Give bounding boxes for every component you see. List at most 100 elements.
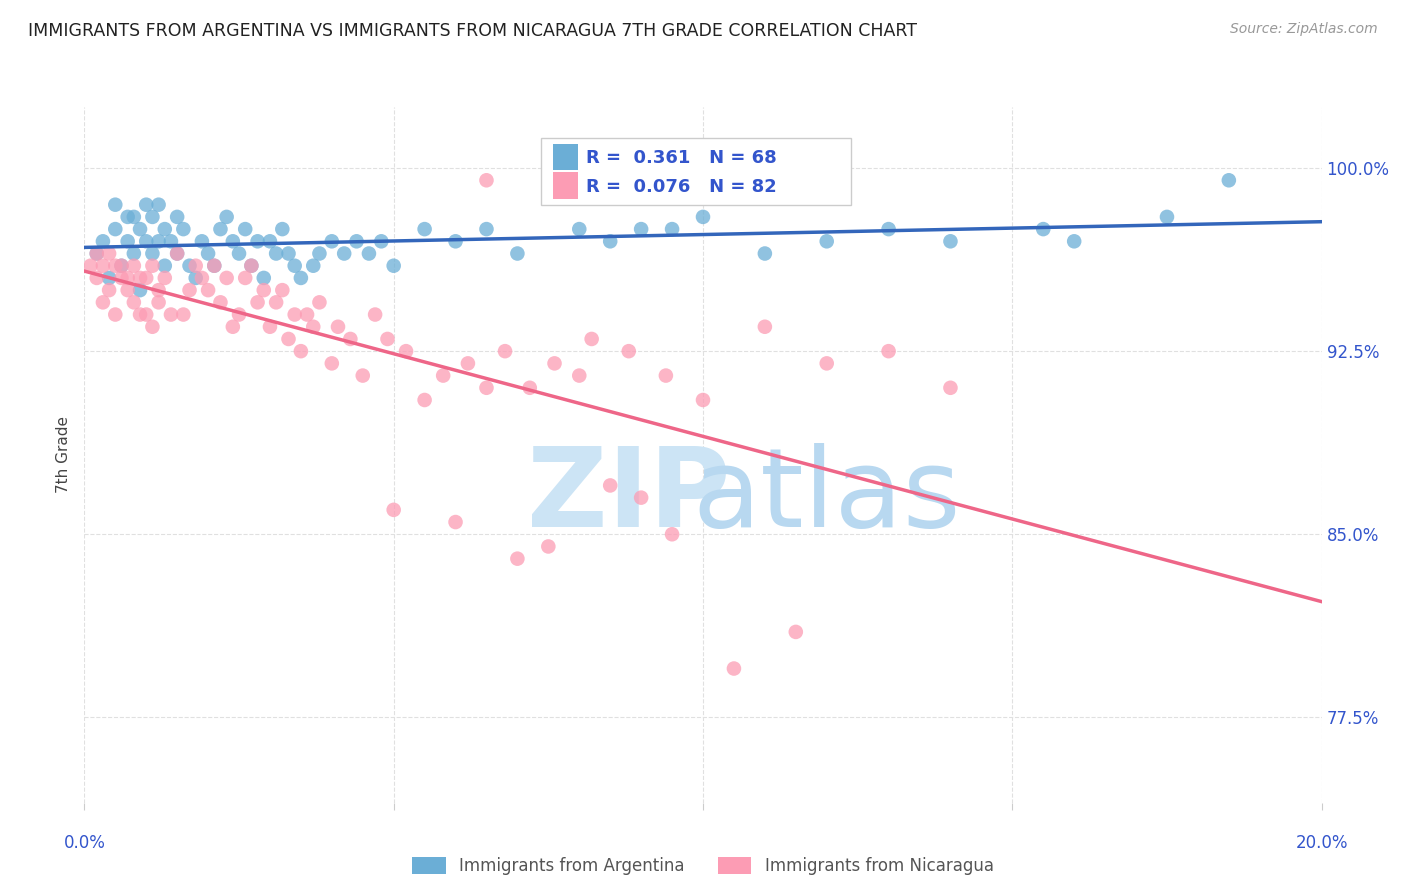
Point: [321, 235, 343, 249]
Point: [240, 259, 263, 273]
Point: [172, 308, 194, 322]
Point: [222, 319, 245, 334]
Point: [290, 344, 312, 359]
Point: [815, 235, 838, 249]
Point: [191, 271, 214, 285]
Point: [284, 259, 307, 273]
Point: [264, 295, 287, 310]
Point: [370, 235, 392, 249]
Point: [166, 210, 188, 224]
Point: [86, 271, 108, 285]
Point: [290, 271, 312, 285]
Point: [104, 197, 127, 211]
Point: [110, 271, 132, 285]
Point: [444, 235, 467, 249]
Point: [1063, 235, 1085, 249]
Point: [122, 210, 145, 224]
Point: [723, 661, 745, 675]
Point: [129, 271, 152, 285]
Point: [228, 246, 250, 260]
Point: [877, 222, 900, 236]
Point: [939, 381, 962, 395]
Text: IMMIGRANTS FROM ARGENTINA VS IMMIGRANTS FROM NICARAGUA 7TH GRADE CORRELATION CHA: IMMIGRANTS FROM ARGENTINA VS IMMIGRANTS …: [28, 22, 917, 40]
Point: [122, 246, 145, 260]
Point: [395, 344, 418, 359]
Point: [302, 259, 325, 273]
Point: [815, 356, 838, 370]
Point: [246, 295, 269, 310]
Point: [233, 271, 256, 285]
Point: [148, 197, 170, 211]
Point: [655, 368, 678, 383]
Point: [692, 392, 714, 407]
Point: [129, 222, 152, 236]
Point: [202, 259, 225, 273]
Point: [302, 319, 325, 334]
Point: [754, 319, 776, 334]
Point: [160, 235, 183, 249]
Point: [148, 295, 170, 310]
Point: [457, 356, 479, 370]
Text: atlas: atlas: [693, 443, 960, 550]
Point: [141, 259, 163, 273]
Point: [1032, 222, 1054, 236]
Point: [117, 271, 139, 285]
Point: [233, 222, 256, 236]
Point: [197, 246, 219, 260]
Point: [277, 246, 299, 260]
Point: [104, 259, 127, 273]
Point: [259, 235, 281, 249]
Point: [129, 283, 152, 297]
Point: [184, 259, 207, 273]
Point: [91, 295, 114, 310]
Point: [253, 283, 276, 297]
Point: [475, 173, 498, 187]
Point: [630, 491, 652, 505]
Point: [166, 246, 188, 260]
Point: [110, 259, 132, 273]
Point: [153, 259, 176, 273]
Point: [377, 332, 399, 346]
Point: [326, 319, 349, 334]
Point: [209, 222, 232, 236]
Point: [295, 308, 318, 322]
Point: [413, 392, 436, 407]
Point: [197, 283, 219, 297]
Point: [630, 222, 652, 236]
Point: [432, 368, 454, 383]
Point: [444, 515, 467, 529]
Point: [228, 308, 250, 322]
Point: [91, 235, 114, 249]
Point: [135, 197, 157, 211]
Point: [1156, 210, 1178, 224]
Point: [382, 259, 405, 273]
Point: [494, 344, 516, 359]
Point: [364, 308, 387, 322]
Point: [79, 259, 101, 273]
Point: [599, 235, 621, 249]
Point: [599, 478, 621, 492]
Point: [129, 308, 152, 322]
Point: [284, 308, 307, 322]
Point: [357, 246, 380, 260]
Point: [506, 246, 529, 260]
Text: 0.0%: 0.0%: [63, 834, 105, 852]
Point: [160, 308, 183, 322]
Point: [98, 246, 121, 260]
Point: [506, 551, 529, 566]
Point: [661, 222, 683, 236]
Point: [413, 222, 436, 236]
Point: [166, 246, 188, 260]
Point: [110, 259, 132, 273]
Point: [581, 332, 603, 346]
Text: ZIP: ZIP: [527, 443, 731, 550]
Point: [519, 381, 541, 395]
Point: [692, 210, 714, 224]
Point: [135, 308, 157, 322]
Point: [339, 332, 361, 346]
Point: [253, 271, 276, 285]
Point: [222, 235, 245, 249]
Point: [153, 271, 176, 285]
Text: R =  0.076   N = 82: R = 0.076 N = 82: [586, 178, 778, 195]
Point: [271, 283, 294, 297]
